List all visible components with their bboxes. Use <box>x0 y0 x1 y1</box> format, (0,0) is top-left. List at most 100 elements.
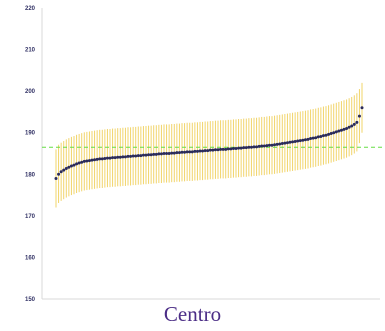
data-point <box>105 156 109 160</box>
data-point <box>298 139 302 143</box>
data-point <box>69 164 73 168</box>
data-point <box>72 163 76 167</box>
data-point <box>85 159 89 163</box>
data-point <box>314 136 318 140</box>
data-point <box>229 147 233 151</box>
data-point <box>273 143 277 147</box>
data-point <box>208 148 212 152</box>
y-tick-label: 210 <box>25 48 36 54</box>
data-point <box>172 151 176 155</box>
data-point <box>221 147 225 151</box>
data-point <box>195 149 199 153</box>
data-point <box>219 147 223 151</box>
data-point <box>224 147 228 151</box>
y-tick-label: 170 <box>25 214 36 220</box>
data-point <box>167 152 171 155</box>
data-point <box>80 160 84 164</box>
data-point <box>123 155 127 159</box>
data-point <box>352 122 356 126</box>
data-point <box>98 157 102 161</box>
data-point <box>255 145 259 149</box>
data-point <box>193 149 197 153</box>
data-point <box>316 135 320 139</box>
data-point <box>311 136 315 140</box>
data-point <box>319 134 323 138</box>
data-point <box>152 152 156 156</box>
data-point <box>183 150 187 154</box>
data-point <box>329 132 333 136</box>
data-point <box>231 147 235 151</box>
data-point <box>324 133 328 137</box>
data-point <box>149 153 153 157</box>
data-point <box>198 149 202 153</box>
data-point <box>103 156 107 160</box>
data-point <box>57 172 61 176</box>
data-point <box>267 143 271 147</box>
data-point <box>306 137 310 141</box>
data-point <box>116 155 120 159</box>
y-tick-label: 190 <box>25 131 36 137</box>
data-points <box>54 106 364 180</box>
data-point <box>162 152 166 155</box>
data-point <box>157 152 161 156</box>
data-point <box>154 152 158 156</box>
data-point <box>177 151 181 155</box>
data-point <box>303 138 307 142</box>
data-point <box>360 106 364 110</box>
data-point <box>291 140 295 144</box>
data-point <box>118 155 122 159</box>
data-point <box>309 137 313 141</box>
data-point <box>185 150 189 154</box>
y-tick-label: 220 <box>25 6 36 12</box>
data-point <box>175 151 179 155</box>
data-point <box>301 138 305 142</box>
data-point <box>201 149 205 153</box>
data-point <box>54 176 58 180</box>
data-point <box>170 151 174 155</box>
data-point <box>347 125 351 129</box>
y-tick-label: 160 <box>25 255 36 261</box>
data-point <box>90 158 94 162</box>
data-point <box>355 120 359 124</box>
data-point <box>275 142 279 146</box>
data-point <box>234 147 238 151</box>
data-point <box>265 144 269 148</box>
error-bars <box>55 82 363 208</box>
data-point <box>134 154 138 158</box>
chart-caption: Centro <box>163 302 222 326</box>
data-point <box>131 154 135 158</box>
data-point <box>62 168 66 172</box>
data-point <box>203 149 207 153</box>
data-point <box>283 141 287 145</box>
data-point <box>357 114 361 118</box>
data-point <box>249 145 253 149</box>
data-point <box>337 129 341 133</box>
data-point <box>82 159 86 163</box>
data-point <box>147 153 151 157</box>
data-point <box>111 156 115 160</box>
data-point <box>211 148 215 152</box>
data-point <box>93 158 97 162</box>
data-point <box>188 150 192 154</box>
data-point <box>247 145 251 149</box>
data-point <box>327 132 331 136</box>
y-tick-label: 200 <box>25 89 36 95</box>
data-point <box>165 152 169 155</box>
data-point <box>257 144 261 148</box>
data-point <box>350 124 354 128</box>
data-point <box>95 157 99 161</box>
data-point <box>260 144 264 148</box>
data-point <box>342 127 346 131</box>
data-point <box>345 127 349 131</box>
data-point <box>121 155 125 159</box>
data-point <box>59 170 63 174</box>
data-point <box>216 148 220 152</box>
data-point <box>206 149 210 153</box>
data-point <box>141 153 145 157</box>
data-point <box>296 139 300 143</box>
data-point <box>262 144 266 148</box>
y-tick-label: 150 <box>25 297 36 303</box>
data-point <box>87 159 91 163</box>
y-tick-label: 180 <box>25 172 36 178</box>
